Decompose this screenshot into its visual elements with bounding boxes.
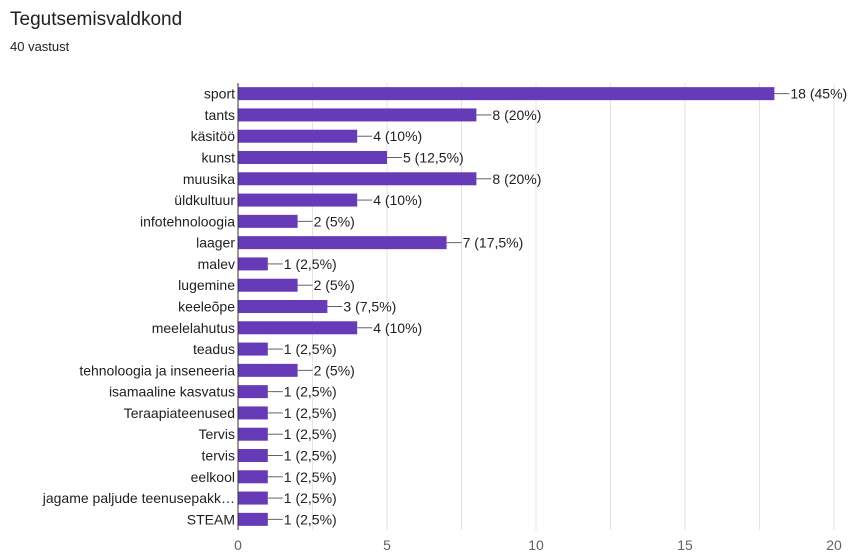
category-label: isamaaline kasvatus [109, 384, 235, 400]
value-label: 7 (17,5%) [463, 235, 524, 251]
x-tick-label: 15 [677, 537, 693, 553]
bar [238, 257, 268, 271]
bar [238, 512, 268, 526]
bar [238, 172, 477, 186]
x-tick-label: 5 [383, 537, 391, 553]
bar [238, 427, 268, 441]
category-label: üldkultuur [174, 192, 235, 208]
x-tick-label: 10 [528, 537, 544, 553]
category-label: käsitöö [191, 128, 236, 144]
bar [238, 87, 775, 101]
category-label: keeleõpe [178, 299, 235, 315]
bar [238, 470, 268, 484]
value-label: 2 (5%) [314, 362, 355, 378]
value-label: 4 (10%) [373, 320, 422, 336]
x-tick-label: 20 [826, 537, 842, 553]
bar [238, 385, 268, 399]
value-label: 18 (45%) [790, 86, 847, 102]
bar [238, 342, 268, 356]
category-label: jagame paljude teenusepakk… [42, 490, 235, 506]
x-tick-label: 0 [234, 537, 242, 553]
bar [238, 300, 328, 313]
value-label: 2 (5%) [314, 213, 355, 229]
value-label: 4 (10%) [373, 128, 422, 144]
value-label: 1 (2,5%) [284, 469, 337, 485]
category-label: eelkool [191, 469, 235, 485]
bar [238, 406, 268, 420]
bar [238, 278, 298, 292]
value-label: 1 (2,5%) [284, 448, 337, 464]
value-label: 8 (20%) [492, 107, 541, 123]
category-label: tants [205, 107, 235, 123]
bar [238, 449, 268, 462]
category-label: sport [204, 86, 235, 102]
bar [238, 129, 358, 143]
response-count: 40 vastust [10, 39, 70, 54]
value-label: 1 (2,5%) [284, 426, 337, 442]
bar [238, 236, 447, 250]
category-label: kunst [202, 150, 236, 166]
value-label: 1 (2,5%) [284, 341, 337, 357]
category-label: tervis [202, 448, 235, 464]
category-label: laager [196, 235, 235, 251]
bar [238, 363, 298, 377]
category-label: malev [198, 256, 235, 272]
value-label: 4 (10%) [373, 192, 422, 208]
value-label: 1 (2,5%) [284, 511, 337, 527]
value-label: 1 (2,5%) [284, 384, 337, 400]
value-label: 3 (7,5%) [343, 299, 396, 315]
category-label: STEAM [187, 511, 235, 527]
category-label: muusika [183, 171, 235, 187]
chart-title: Tegutsemisvaldkond [10, 9, 183, 30]
value-label: 5 (12,5%) [403, 150, 464, 166]
value-label: 2 (5%) [314, 277, 355, 293]
category-label: teadus [193, 341, 235, 357]
bar [238, 321, 358, 335]
bar [238, 108, 477, 122]
value-label: 1 (2,5%) [284, 405, 337, 421]
bar [238, 491, 268, 505]
category-label: lugemine [178, 277, 235, 293]
value-label: 1 (2,5%) [284, 490, 337, 506]
category-label: Teraapiateenused [124, 405, 235, 421]
category-label: meelelahutus [152, 320, 235, 336]
category-label: Tervis [198, 426, 235, 442]
bar [238, 214, 298, 228]
category-label: infotehnoloogia [140, 213, 235, 229]
bar [238, 151, 387, 164]
value-label: 8 (20%) [492, 171, 541, 187]
category-label: tehnoloogia ja inseneeria [79, 362, 235, 378]
value-label: 1 (2,5%) [284, 256, 337, 272]
bar [238, 193, 358, 207]
